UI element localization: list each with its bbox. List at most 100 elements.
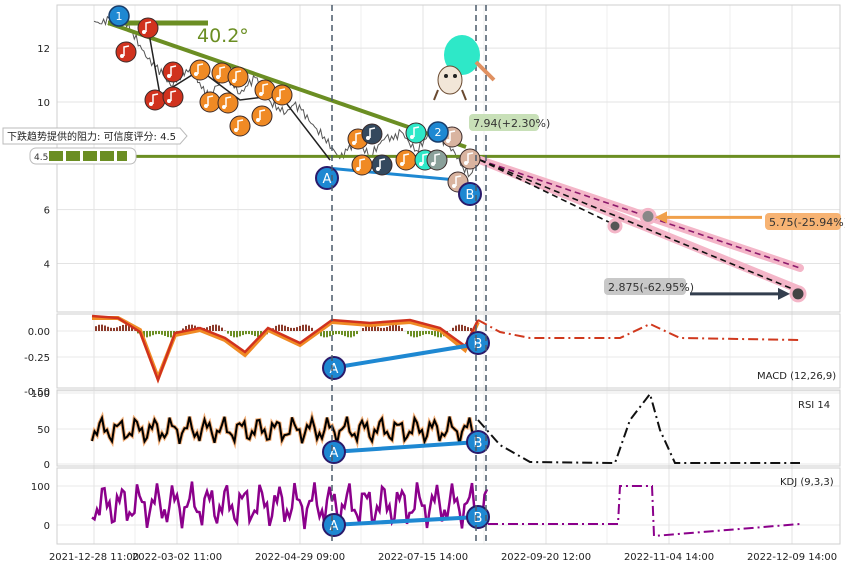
note-icon-head <box>222 105 226 109</box>
pattern-point-label: A <box>323 172 332 187</box>
note-icon-head <box>167 99 171 103</box>
macd-histogram-bar <box>392 325 394 331</box>
support-line <box>327 168 467 181</box>
note-icon-head <box>452 184 456 188</box>
note-icon-head <box>446 139 450 143</box>
macd-histogram-bar <box>164 331 166 336</box>
macd-histogram-bar <box>353 331 355 336</box>
macd-histogram-bar <box>296 327 298 331</box>
target1-marker <box>641 209 655 223</box>
note-icon <box>138 18 158 38</box>
macd-histogram-bar <box>113 328 115 331</box>
target2-label: 2.875(-62.95%) <box>608 281 694 294</box>
macd-histogram-bar <box>167 331 169 337</box>
note-icon <box>218 93 238 113</box>
note-icon-head <box>234 128 238 132</box>
macd-histogram-bar <box>251 331 253 335</box>
x-tick-label: 2022-07-15 14:00 <box>378 552 468 563</box>
vertical-markers <box>332 5 486 544</box>
note-icon <box>372 155 392 175</box>
numbered-badge-label: 1 <box>116 10 123 23</box>
note-icon <box>230 116 250 136</box>
x-tick-label: 2022-03-02 11:00 <box>132 552 222 563</box>
y-tick-label: 0 <box>44 521 50 532</box>
note-icon-head <box>356 167 360 171</box>
note-icon-head <box>256 118 260 122</box>
pattern-point-label: B <box>474 511 483 526</box>
kdj-panel: AB <box>92 482 800 536</box>
target2-marker <box>791 287 805 301</box>
x-tick-label: 2021-12-28 11:00 <box>49 552 139 563</box>
macd-histogram-bar <box>332 331 334 335</box>
pattern-point-label: B <box>474 436 483 451</box>
macd-histogram-bar <box>302 325 304 331</box>
macd-histogram-bar <box>341 331 343 335</box>
note-icon <box>252 106 272 126</box>
note-icon <box>352 155 372 175</box>
note-icon-head <box>120 54 124 58</box>
macd-histogram-bar <box>290 328 292 331</box>
rating-value: 4.5 <box>34 153 48 163</box>
y-tick-label: 4 <box>44 260 50 271</box>
note-icon-head <box>232 79 236 83</box>
projection-line-3 <box>480 160 615 225</box>
note-icon-head <box>216 75 220 79</box>
macd-histogram-bar <box>152 331 154 335</box>
macd-histogram-bar <box>416 331 418 337</box>
macd-histogram-bar <box>287 327 289 331</box>
x-tick-label: 2022-04-29 09:00 <box>255 552 345 563</box>
rsi-divergence-line <box>332 442 478 452</box>
macd-histogram-bar <box>329 331 331 336</box>
note-icon-head <box>419 162 423 166</box>
target1-label: 5.75(-25.94%) <box>769 216 845 229</box>
macd-histogram-bar <box>452 328 454 331</box>
macd-histogram-bar <box>383 328 385 331</box>
macd-histogram-bar <box>347 331 349 337</box>
macd-histogram-bar <box>467 327 469 331</box>
macd-histogram-bar <box>431 331 433 335</box>
note-icon-head <box>410 135 414 139</box>
x-tick-label: 2022-09-20 12:00 <box>501 552 591 563</box>
macd-histogram-bar <box>158 331 160 334</box>
macd-histogram-bar <box>110 328 112 331</box>
macd-histogram-bar <box>362 328 364 331</box>
macd-histogram-bar <box>356 331 358 334</box>
macd-histogram-bar <box>458 325 460 331</box>
y-tick-label: 100 <box>31 389 50 400</box>
macd-histogram-bar <box>326 331 328 337</box>
pattern-point-label: B <box>474 337 483 352</box>
note-icon-head <box>376 167 380 171</box>
y-tick-label: 0.00 <box>28 327 50 338</box>
macd-histogram-bar <box>212 325 214 331</box>
note-icon-head <box>352 141 356 145</box>
note-icon <box>362 124 382 144</box>
kdj-projection <box>488 486 800 536</box>
macd-histogram-bar <box>377 327 379 331</box>
target1-callout: 5.75(-25.94%) <box>765 213 845 230</box>
macd-histogram-bar <box>335 331 337 334</box>
macd-histogram-bar <box>245 331 247 334</box>
macd-histogram-bar <box>161 331 163 335</box>
resistance-label: 下跌趋势提供的阻力: 可信度评分: 4.5 <box>7 130 176 143</box>
macd-histogram-bar <box>95 326 97 331</box>
note-icon-head <box>142 30 146 34</box>
macd-histogram-bar <box>398 326 400 331</box>
note-icon <box>396 150 416 170</box>
macd-histogram-bar <box>308 326 310 331</box>
macd-histogram-bar <box>230 331 232 336</box>
macd-histogram-bar <box>278 325 280 331</box>
macd-histogram-bar <box>344 331 346 336</box>
note-icon-head <box>400 162 404 166</box>
macd-histogram-bar <box>218 325 220 331</box>
macd-histogram-bar <box>227 331 229 334</box>
macd-histogram-bar <box>209 326 211 331</box>
macd-histogram-bar <box>389 326 391 331</box>
macd-divergence-line <box>332 344 478 368</box>
macd-histogram-bar <box>419 331 421 336</box>
y-tick-label: 0 <box>44 460 50 471</box>
y-tick-label: 50 <box>37 425 50 436</box>
note-icon-head <box>149 102 153 106</box>
note-icon-head <box>194 72 198 76</box>
